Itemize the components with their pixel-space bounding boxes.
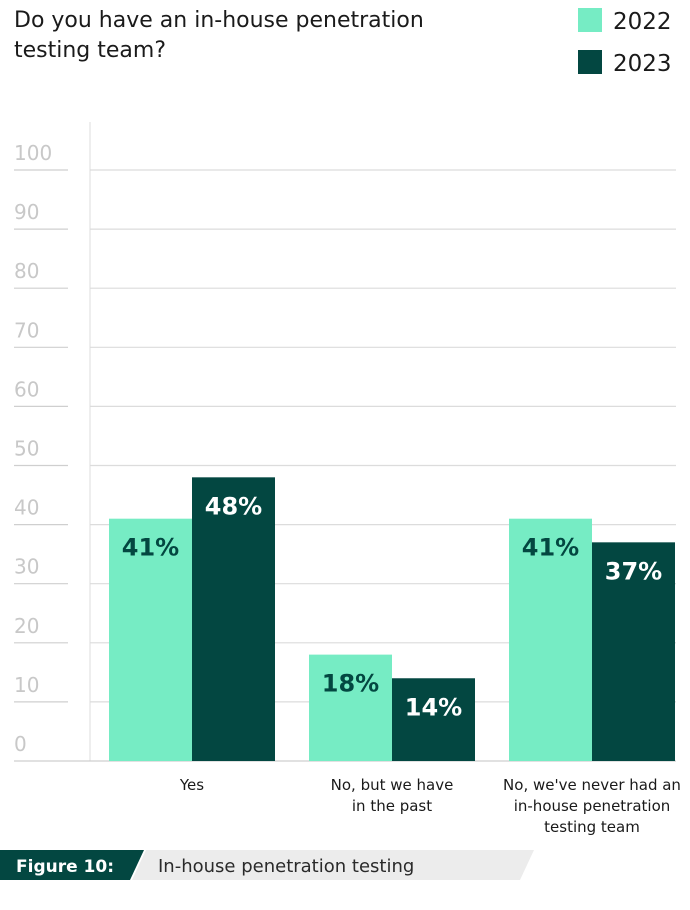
bar-2022 bbox=[509, 518, 592, 761]
category-label: No, but we have bbox=[331, 776, 454, 794]
bar-value-label: 41% bbox=[122, 534, 179, 562]
bar-2023 bbox=[192, 477, 275, 761]
y-tick-label: 100 bbox=[14, 141, 52, 165]
y-tick-label: 90 bbox=[14, 200, 39, 224]
chart-title-line: testing team? bbox=[14, 38, 166, 63]
category-label: in-house penetration bbox=[514, 797, 671, 815]
y-tick-label: 50 bbox=[14, 437, 39, 461]
category-label: No, we've never had an bbox=[503, 776, 681, 794]
x-axis-categories: Yes No, but we have in the past No, we've n… bbox=[179, 776, 681, 836]
chart-title-line: Do you have an in-house penetration bbox=[14, 8, 424, 33]
chart-title: Do you have an in-house penetration testi… bbox=[14, 8, 424, 63]
bar-value-label: 18% bbox=[322, 670, 379, 698]
bar-value-label: 41% bbox=[522, 534, 579, 562]
y-tick-label: 40 bbox=[14, 496, 39, 520]
category-label: testing team bbox=[544, 818, 640, 836]
bar-2023 bbox=[592, 542, 675, 761]
legend: 2022 2023 bbox=[578, 8, 672, 77]
y-tick-label: 10 bbox=[14, 673, 39, 697]
legend-swatch-2022 bbox=[578, 8, 602, 32]
y-tick-label: 70 bbox=[14, 318, 39, 342]
bar-value-label: 14% bbox=[405, 693, 462, 721]
category-label: Yes bbox=[179, 776, 204, 794]
bar-2022 bbox=[309, 654, 392, 761]
figure-number: Figure 10: bbox=[16, 857, 114, 877]
legend-label-2023: 2023 bbox=[613, 51, 672, 77]
y-tick-label: 30 bbox=[14, 555, 39, 579]
y-axis-ticks: 0 10 20 30 40 50 60 70 80 90 100 bbox=[14, 141, 52, 756]
bar-2023 bbox=[392, 678, 475, 761]
bar-value-label: 48% bbox=[205, 492, 262, 520]
bar-labels: 41% 48% 18% 14% 41% 37% bbox=[122, 492, 662, 721]
figure-number-tag bbox=[0, 850, 144, 880]
y-tick-label: 20 bbox=[14, 614, 39, 638]
legend-swatch-2023 bbox=[578, 50, 602, 74]
figure-caption: Figure 10: In-house penetration testing bbox=[0, 850, 534, 880]
y-tick-label: 0 bbox=[14, 732, 27, 756]
figure-caption-text: In-house penetration testing bbox=[158, 856, 414, 877]
y-tick-label: 60 bbox=[14, 377, 39, 401]
figure-caption-band bbox=[132, 850, 534, 880]
bar-2022 bbox=[109, 518, 192, 761]
legend-label-2022: 2022 bbox=[613, 9, 672, 35]
bar-value-label: 37% bbox=[605, 557, 662, 585]
category-label: in the past bbox=[352, 797, 432, 815]
bars bbox=[109, 477, 675, 761]
y-tick-label: 80 bbox=[14, 259, 39, 283]
